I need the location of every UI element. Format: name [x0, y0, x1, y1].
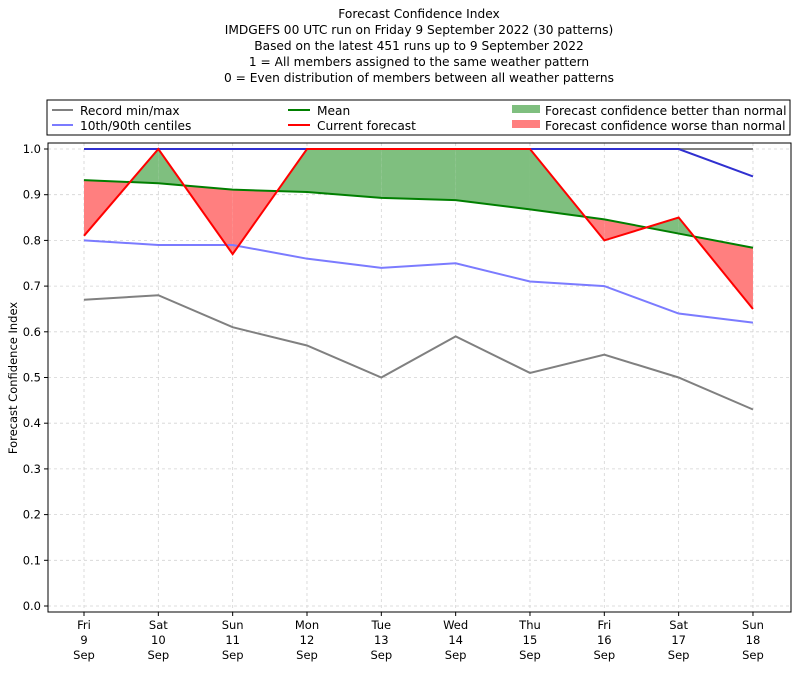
x-tick-label: 9 — [80, 633, 87, 647]
x-tick-label: Thu — [518, 618, 541, 632]
y-tick-label: 0.7 — [23, 279, 41, 293]
x-tick-label: Sep — [668, 648, 690, 662]
x-tick-label: 15 — [523, 633, 538, 647]
x-axis-ticks: Fri9SepSat10SepSun11SepMon12SepTue13SepW… — [73, 612, 764, 662]
x-tick-label: 10 — [151, 633, 166, 647]
x-tick-label: Wed — [443, 618, 468, 632]
x-tick-label: Sep — [445, 648, 467, 662]
legend: Record min/max 10th/90th centiles Mean C… — [46, 99, 791, 136]
legend-label-record: Record min/max — [80, 104, 180, 118]
title-line-3: Based on the latest 451 runs up to 9 Sep… — [254, 39, 584, 53]
y-tick-label: 1.0 — [23, 142, 41, 156]
x-tick-label: Sat — [149, 618, 168, 632]
x-tick-label: 17 — [671, 633, 686, 647]
series-line-current — [83, 147, 754, 310]
fill-better — [455, 149, 530, 210]
series-line-mean — [83, 179, 754, 249]
title-line-2: IMDGEFS 00 UTC run on Friday 9 September… — [225, 23, 613, 37]
legend-label-centiles: 10th/90th centiles — [80, 119, 191, 133]
x-tick-label: Sat — [669, 618, 688, 632]
legend-label-mean: Mean — [317, 104, 350, 118]
legend-label-current: Current forecast — [317, 119, 416, 133]
x-tick-label: Fri — [597, 618, 611, 632]
x-tick-label: 11 — [225, 633, 240, 647]
fill-better — [646, 217, 679, 234]
x-tick-label: Sep — [296, 648, 318, 662]
y-tick-label: 0.1 — [23, 553, 41, 567]
y-tick-label: 0.9 — [23, 188, 41, 202]
legend-label-worse: Forecast confidence worse than normal — [545, 119, 785, 133]
y-tick-label: 0.2 — [23, 508, 41, 522]
x-tick-label: Sep — [519, 648, 541, 662]
chart-title: Forecast Confidence Index IMDGEFS 00 UTC… — [224, 7, 614, 85]
y-tick-label: 0.3 — [23, 462, 41, 476]
fill-better — [381, 149, 456, 201]
y-tick-label: 0.8 — [23, 233, 41, 247]
legend-swatch-better — [512, 105, 540, 113]
y-tick-label: 0.4 — [23, 416, 41, 430]
fill-better — [306, 149, 382, 198]
series-line-record-min — [83, 294, 754, 411]
title-line-1: Forecast Confidence Index — [338, 7, 499, 21]
x-tick-label: Sep — [222, 648, 244, 662]
y-axis-label: Forecast Confidence Index — [6, 302, 20, 454]
x-tick-label: Sep — [147, 648, 169, 662]
series-line-p10 — [83, 239, 754, 324]
x-tick-label: Sun — [222, 618, 244, 632]
grid — [48, 143, 791, 612]
plot-frame — [47, 142, 792, 613]
series-lines — [83, 147, 754, 411]
x-tick-label: 16 — [597, 633, 612, 647]
x-tick-label: 12 — [300, 633, 315, 647]
x-tick-label: Fri — [77, 618, 91, 632]
x-tick-label: Sep — [370, 648, 392, 662]
legend-swatch-worse — [512, 120, 540, 128]
x-tick-label: Sep — [593, 648, 615, 662]
title-line-4: 1 = All members assigned to the same wea… — [249, 55, 589, 69]
x-tick-label: Sep — [73, 648, 95, 662]
y-axis-ticks: 0.0 0.1 0.2 0.3 0.4 0.5 0.6 0.7 0.8 0.9 1.0 — [23, 142, 48, 613]
fill-worse — [604, 219, 647, 241]
title-line-5: 0 = Even distribution of members between… — [224, 71, 614, 85]
y-tick-label: 0.5 — [23, 371, 41, 385]
x-tick-label: 14 — [448, 633, 463, 647]
legend-label-better: Forecast confidence better than normal — [545, 104, 786, 118]
x-tick-label: Sep — [742, 648, 764, 662]
legend-frame — [46, 99, 791, 136]
x-tick-label: 13 — [374, 633, 389, 647]
x-tick-label: Tue — [370, 618, 391, 632]
y-tick-label: 0.0 — [23, 599, 41, 613]
x-tick-label: 18 — [746, 633, 761, 647]
x-tick-label: Sun — [742, 618, 764, 632]
x-tick-label: Mon — [295, 618, 319, 632]
y-tick-label: 0.6 — [23, 325, 41, 339]
